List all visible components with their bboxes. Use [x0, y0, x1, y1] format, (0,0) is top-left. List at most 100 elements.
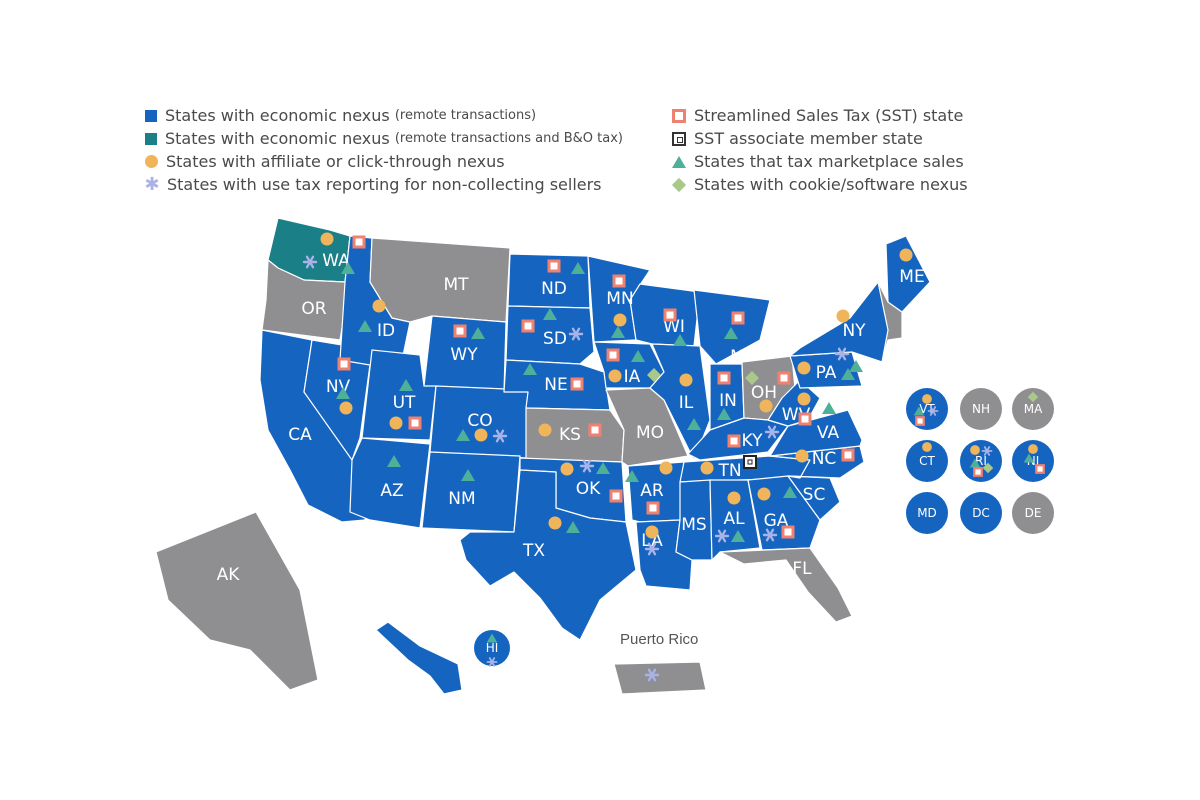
marker-circle-id [372, 299, 386, 313]
sst-square-icon [672, 108, 686, 123]
state-label-mt: MT [443, 275, 469, 295]
state-label-az: AZ [380, 481, 403, 501]
state-markers [302, 232, 1045, 682]
state-label-ak: AK [217, 565, 241, 585]
marker-diamond-oh [745, 371, 759, 385]
legend-left: States with economic nexus (remote trans… [144, 104, 623, 196]
marker-circle-wa [320, 232, 334, 246]
marker-triangle-pa [841, 368, 855, 380]
marker-circle-ks [538, 423, 552, 437]
legend-item-cookie-nexus: States with cookie/software nexus [671, 173, 968, 196]
marker-assoc-tn [743, 455, 757, 469]
marker-triangle-il [687, 418, 701, 430]
state-label-wa: WA [322, 251, 350, 271]
state-label-md: MD [917, 506, 937, 520]
state-ny [789, 281, 889, 363]
teal-square-icon [145, 132, 157, 145]
state-label-dc: DC [972, 506, 990, 520]
state-az [349, 437, 431, 529]
legend-right: Streamlined Sales Tax (SST) state SST as… [671, 104, 968, 196]
marker-asterisk-ky [767, 425, 777, 439]
state-label-ms: MS [681, 515, 706, 535]
state-label-mi: MI [730, 347, 750, 367]
marker-asterisk-ri [983, 446, 991, 456]
marker-sst-wy [453, 324, 467, 338]
legend-item-marketplace: States that tax marketplace sales [672, 150, 968, 173]
state-label-ar: AR [640, 481, 664, 501]
legend-label: Streamlined Sales Tax (SST) state [694, 106, 964, 125]
legend-item-sst-state: Streamlined Sales Tax (SST) state [672, 104, 968, 127]
marker-asterisk-wa [305, 255, 315, 269]
marker-assoc-tn-inner [747, 459, 753, 465]
state-mt [369, 237, 511, 323]
marker-circle-ny [836, 309, 850, 323]
legend-label: States with affiliate or click-through n… [166, 152, 505, 171]
state-label-co: CO [467, 411, 492, 431]
state-label-de: DE [1025, 506, 1042, 520]
marker-circle-wv [797, 392, 811, 406]
marker-triangle-wy [471, 327, 485, 339]
legend-item-sst-associate: SST associate member state [672, 127, 968, 150]
legend-item-use-tax-reporting: ✱ States with use tax reporting for non-… [144, 173, 623, 196]
marker-asterisk-ok [582, 459, 592, 473]
state-label-va: VA [817, 423, 840, 443]
marker-circle-ut [389, 416, 403, 430]
marker-triangle-nj [1023, 453, 1035, 463]
marker-sst-ne [570, 377, 584, 391]
marker-triangle-ut [399, 379, 413, 391]
marker-triangle-co [456, 429, 470, 441]
state-label-ct: CT [919, 454, 935, 468]
marker-circle-ri [970, 445, 980, 455]
legend-item-economic-nexus: States with economic nexus (remote trans… [145, 104, 623, 127]
state-label-id: ID [377, 321, 395, 341]
marker-asterisk-co [495, 429, 505, 443]
marker-sst-nj [1035, 464, 1045, 474]
marker-triangle-sd [543, 308, 557, 320]
marker-triangle-nv [336, 387, 350, 399]
state-label-ma: MA [1024, 402, 1043, 416]
state-label-nh: NH [972, 402, 990, 416]
state-bubble-hi [474, 630, 510, 666]
marker-circle-tn [700, 461, 714, 475]
marker-sst-ok [609, 489, 623, 503]
marker-sst-nc [841, 448, 855, 462]
marker-triangle-nd [571, 262, 585, 274]
marker-circle-me [899, 248, 913, 262]
marker-asterisk-al [717, 529, 727, 543]
marker-triangle-ia [631, 350, 645, 362]
marker-sst-mn [612, 274, 626, 288]
marker-triangle-mi [724, 327, 738, 339]
state-al [709, 479, 761, 561]
state-label-oh: OH [751, 383, 777, 403]
marker-circle-oh [759, 399, 773, 413]
state-fl [719, 547, 853, 623]
state-il [649, 343, 711, 461]
marker-sst-mi [731, 311, 745, 325]
legend-label: States with cookie/software nexus [694, 175, 968, 194]
state-label-or: OR [301, 299, 326, 319]
legend-label: States with economic nexus [165, 129, 390, 148]
state-label-mo: MO [636, 423, 664, 443]
state-bubble-de [1012, 492, 1054, 534]
marker-triangle-ok [596, 462, 610, 474]
marker-triangle-ri [969, 458, 981, 468]
state-label-ri: RI [975, 454, 987, 468]
marker-circle-al [727, 491, 741, 505]
puerto-rico-label: Puerto Rico [620, 631, 698, 648]
state-label-ia: IA [624, 367, 641, 387]
state-bubble-dc [960, 492, 1002, 534]
marker-sst-ks [588, 423, 602, 437]
marker-sst-ar [646, 501, 660, 515]
state-label-ny: NY [842, 321, 866, 341]
marker-circle-ia [608, 369, 622, 383]
state-label-al: AL [723, 509, 745, 529]
state-label-la: LA [641, 531, 663, 551]
triangle-icon [672, 155, 686, 168]
marker-sst-nd [547, 259, 561, 273]
state-labels: WAORCANVIDMTWYUTAZCONMNDSDNEKSOKTXMNIAMO… [217, 251, 1043, 655]
legend-item-economic-nexus-bo: States with economic nexus (remote trans… [145, 127, 623, 150]
blue-square-icon [145, 109, 157, 122]
marker-triangle-va [822, 402, 836, 414]
marker-asterisk-ga [765, 528, 775, 542]
